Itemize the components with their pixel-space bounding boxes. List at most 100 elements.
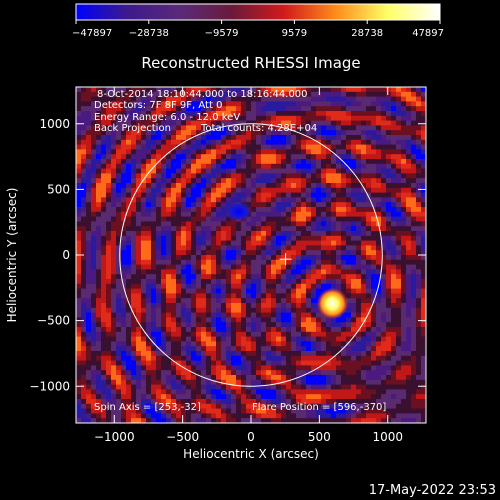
heatmap-cell [291, 413, 297, 419]
heatmap-cell [156, 312, 162, 318]
heatmap-cell [256, 384, 262, 390]
heatmap-cell [356, 394, 362, 400]
heatmap-cell [361, 317, 367, 323]
heatmap-cell [96, 226, 102, 232]
heatmap-cell [86, 418, 92, 423]
heatmap-cell [386, 259, 392, 265]
heatmap-cell [301, 207, 307, 213]
heatmap-cell [361, 399, 367, 405]
heatmap-cell [156, 259, 162, 265]
heatmap-cell [256, 207, 262, 213]
heatmap-cell [321, 149, 327, 155]
heatmap-cell [151, 245, 157, 251]
heatmap-cell [351, 418, 357, 423]
heatmap-cell [281, 351, 287, 357]
heatmap-cell [421, 207, 426, 213]
heatmap-cell [251, 341, 257, 347]
heatmap-cell [291, 418, 297, 423]
heatmap-cell [346, 293, 352, 299]
heatmap-cell [371, 351, 377, 357]
heatmap-cell [401, 259, 407, 265]
heatmap-cell [86, 384, 92, 390]
heatmap-cell [236, 139, 242, 145]
heatmap-cell [191, 139, 197, 145]
heatmap-cell [101, 192, 107, 198]
heatmap-cell [321, 87, 327, 93]
heatmap-cell [381, 379, 387, 385]
heatmap-cell [346, 283, 352, 289]
heatmap-cell [86, 106, 92, 112]
heatmap-cell [121, 183, 127, 189]
heatmap-cell [346, 192, 352, 198]
heatmap-cell [251, 283, 257, 289]
heatmap-cell [326, 111, 332, 117]
heatmap-cell [381, 298, 387, 304]
heatmap-cell [316, 408, 322, 414]
heatmap-cell [266, 183, 272, 189]
heatmap-cell [101, 370, 107, 376]
heatmap-cell [266, 173, 272, 179]
heatmap-cell [421, 341, 426, 347]
heatmap-cell [306, 394, 312, 400]
heatmap-cell [391, 413, 397, 419]
heatmap-cell [311, 389, 317, 395]
heatmap-cell [116, 183, 122, 189]
heatmap-cell [131, 336, 137, 342]
heatmap-cell [201, 139, 207, 145]
heatmap-cell [181, 231, 187, 237]
heatmap-cell [91, 96, 97, 102]
heatmap-cell [91, 154, 97, 160]
heatmap-cell [296, 307, 302, 313]
heatmap-cell [236, 154, 242, 160]
heatmap-cell [151, 240, 157, 246]
heatmap-cell [206, 413, 212, 419]
heatmap-cell [301, 125, 307, 131]
heatmap-cell [281, 111, 287, 117]
heatmap-cell [201, 163, 207, 169]
heatmap-cell [351, 370, 357, 376]
heatmap-cell [251, 327, 257, 333]
heatmap-cell [216, 327, 222, 333]
heatmap-cell [151, 394, 157, 400]
heatmap-cell [136, 183, 142, 189]
heatmap-cell [421, 120, 426, 126]
heatmap-cell [141, 197, 147, 203]
heatmap-cell [346, 370, 352, 376]
heatmap-cell [101, 413, 107, 419]
heatmap-cell [366, 331, 372, 337]
heatmap-cell [261, 159, 267, 165]
heatmap-cell [186, 288, 192, 294]
heatmap-cell [416, 159, 422, 165]
heatmap-cell [361, 226, 367, 232]
heatmap-cell [416, 327, 422, 333]
heatmap-cell [181, 346, 187, 352]
heatmap-cell [351, 312, 357, 318]
heatmap-cell [201, 384, 207, 390]
heatmap-cell [306, 101, 312, 107]
heatmap-cell [121, 163, 127, 169]
heatmap-cell [106, 259, 112, 265]
heatmap-cell [386, 231, 392, 237]
heatmap-cell [291, 355, 297, 361]
heatmap-cell [176, 120, 182, 126]
heatmap-cell [251, 312, 257, 318]
heatmap-cell [181, 288, 187, 294]
heatmap-cell [236, 178, 242, 184]
heatmap-cell [366, 365, 372, 371]
heatmap-cell [271, 403, 277, 409]
heatmap-cell [206, 389, 212, 395]
heatmap-cell [196, 163, 202, 169]
heatmap-cell [321, 120, 327, 126]
heatmap-cell [236, 274, 242, 280]
heatmap-cell [196, 178, 202, 184]
y-tick-label: −500 [37, 314, 70, 328]
heatmap-cell [296, 360, 302, 366]
heatmap-cell [366, 413, 372, 419]
heatmap-cell [141, 375, 147, 381]
heatmap-cell [101, 331, 107, 337]
heatmap-cell [166, 360, 172, 366]
heatmap-cell [156, 351, 162, 357]
heatmap-cell [136, 307, 142, 313]
heatmap-cell [176, 274, 182, 280]
heatmap-cell [366, 106, 372, 112]
